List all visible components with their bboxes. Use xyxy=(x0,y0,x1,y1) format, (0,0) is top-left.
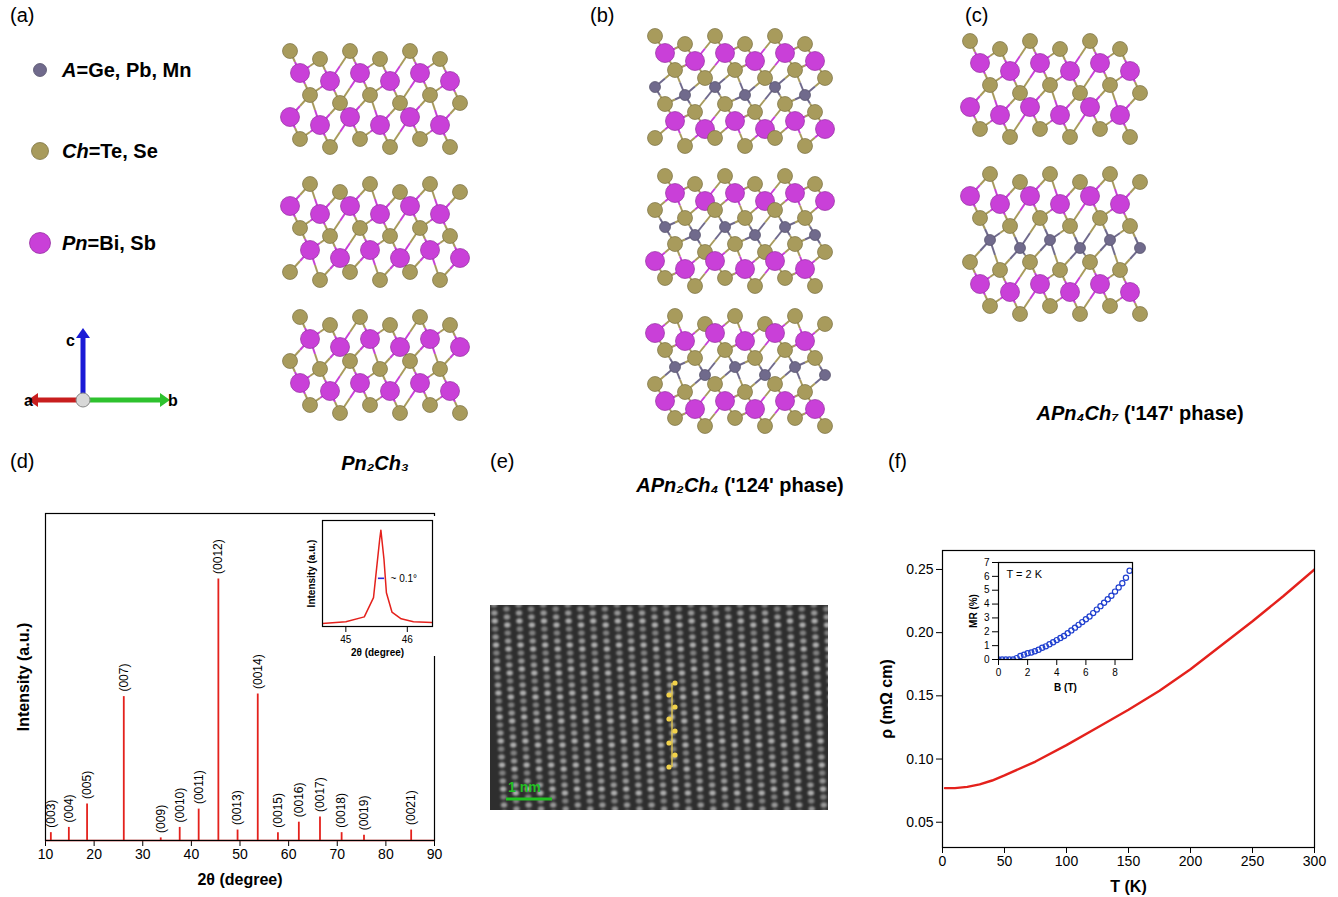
svg-text:(a): (a) xyxy=(10,4,34,26)
svg-text:Intensity (a.u.): Intensity (a.u.) xyxy=(306,540,317,608)
svg-text:0: 0 xyxy=(939,853,947,869)
svg-text:(0015): (0015) xyxy=(271,793,285,828)
svg-text:(0021): (0021) xyxy=(404,790,418,825)
svg-text:(0018): (0018) xyxy=(334,793,348,828)
svg-text:80: 80 xyxy=(378,846,394,862)
svg-text:c: c xyxy=(66,332,75,349)
svg-text:8: 8 xyxy=(1112,667,1118,678)
svg-text:(e): (e) xyxy=(490,450,514,472)
svg-text:6: 6 xyxy=(1083,667,1089,678)
svg-text:4: 4 xyxy=(984,598,990,609)
svg-text:40: 40 xyxy=(184,846,200,862)
svg-text:1 nm: 1 nm xyxy=(508,779,541,795)
svg-text:(d): (d) xyxy=(10,450,34,472)
svg-text:90: 90 xyxy=(427,846,443,862)
svg-text:Pn=Bi, Sb: Pn=Bi, Sb xyxy=(62,232,156,254)
svg-text:10: 10 xyxy=(38,846,54,862)
svg-text:Pn₂Ch₃: Pn₂Ch₃ xyxy=(341,452,409,474)
svg-text:1: 1 xyxy=(984,640,990,651)
svg-text:APn₄Ch₇ ('147' phase): APn₄Ch₇ ('147' phase) xyxy=(1035,402,1243,424)
svg-text:200: 200 xyxy=(1179,853,1203,869)
svg-text:(0017): (0017) xyxy=(313,777,327,812)
svg-text:0.05: 0.05 xyxy=(906,814,933,830)
svg-text:30: 30 xyxy=(135,846,151,862)
svg-text:(005): (005) xyxy=(80,771,94,799)
svg-text:(009): (009) xyxy=(154,805,168,833)
svg-text:(0011): (0011) xyxy=(192,770,206,804)
svg-text:20: 20 xyxy=(86,846,102,862)
svg-text:7: 7 xyxy=(984,557,990,568)
svg-text:(b): (b) xyxy=(590,4,614,26)
svg-text:0.20: 0.20 xyxy=(906,624,933,640)
svg-text:6: 6 xyxy=(984,571,990,582)
svg-text:2: 2 xyxy=(984,626,990,637)
svg-text:(0014): (0014) xyxy=(251,654,265,689)
svg-text:Ch=Te, Se: Ch=Te, Se xyxy=(62,140,158,162)
svg-text:46: 46 xyxy=(402,634,414,645)
svg-text:100: 100 xyxy=(1055,853,1079,869)
svg-text:3: 3 xyxy=(984,612,990,623)
svg-text:T = 2 K: T = 2 K xyxy=(1007,568,1043,580)
svg-text:0.15: 0.15 xyxy=(906,687,933,703)
svg-text:Intensity (a.u.): Intensity (a.u.) xyxy=(15,623,32,731)
svg-text:(0013): (0013) xyxy=(230,790,244,825)
svg-text:(0019): (0019) xyxy=(357,796,371,831)
svg-text:250: 250 xyxy=(1241,853,1265,869)
svg-text:ρ (mΩ cm): ρ (mΩ cm) xyxy=(878,659,895,739)
svg-text:(0010): (0010) xyxy=(173,788,187,823)
svg-text:60: 60 xyxy=(281,846,297,862)
svg-text:50: 50 xyxy=(232,846,248,862)
svg-text:50: 50 xyxy=(997,853,1013,869)
svg-text:45: 45 xyxy=(340,634,352,645)
svg-text:(0012): (0012) xyxy=(211,539,225,574)
svg-text:0.25: 0.25 xyxy=(906,561,933,577)
svg-text:0.10: 0.10 xyxy=(906,751,933,767)
svg-text:4: 4 xyxy=(1054,667,1060,678)
svg-text:2: 2 xyxy=(1025,667,1031,678)
svg-text:300: 300 xyxy=(1303,853,1327,869)
svg-text:MR (%): MR (%) xyxy=(968,594,979,628)
svg-text:~ 0.1°: ~ 0.1° xyxy=(391,573,418,584)
svg-text:APn₂Ch₄ ('124' phase): APn₂Ch₄ ('124' phase) xyxy=(635,474,843,496)
svg-text:150: 150 xyxy=(1117,853,1141,869)
svg-text:2θ (degree): 2θ (degree) xyxy=(197,871,282,888)
svg-text:(003): (003) xyxy=(43,799,58,828)
svg-text:5: 5 xyxy=(984,584,990,595)
svg-text:70: 70 xyxy=(329,846,345,862)
svg-text:0: 0 xyxy=(996,667,1002,678)
svg-text:(f): (f) xyxy=(888,450,907,472)
svg-text:(c): (c) xyxy=(965,4,988,26)
svg-text:B (T): B (T) xyxy=(1054,682,1077,693)
svg-text:(007): (007) xyxy=(117,664,131,692)
svg-text:2θ (degree): 2θ (degree) xyxy=(351,647,404,658)
svg-text:b: b xyxy=(168,392,178,409)
svg-text:A=Ge, Pb, Mn: A=Ge, Pb, Mn xyxy=(61,59,191,81)
svg-text:a: a xyxy=(24,392,33,409)
svg-text:T (K): T (K) xyxy=(1110,878,1146,895)
svg-text:(0016): (0016) xyxy=(292,782,306,817)
svg-text:(004): (004) xyxy=(62,794,76,822)
svg-text:0: 0 xyxy=(984,654,990,665)
